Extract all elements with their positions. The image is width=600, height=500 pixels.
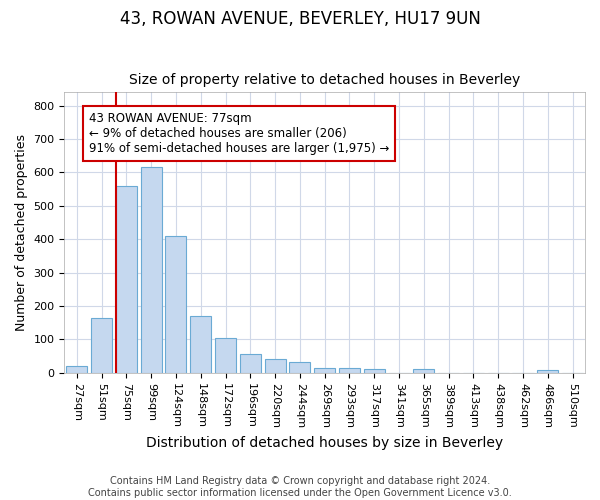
Bar — [116, 186, 137, 373]
Bar — [91, 318, 112, 373]
Bar — [537, 370, 559, 373]
Y-axis label: Number of detached properties: Number of detached properties — [15, 134, 28, 331]
Bar — [339, 368, 360, 373]
Bar — [215, 338, 236, 373]
Bar — [289, 362, 310, 373]
Bar — [166, 236, 187, 373]
Text: Contains HM Land Registry data © Crown copyright and database right 2024.
Contai: Contains HM Land Registry data © Crown c… — [88, 476, 512, 498]
Bar — [265, 359, 286, 373]
Bar — [190, 316, 211, 373]
Bar — [140, 168, 162, 373]
Text: 43 ROWAN AVENUE: 77sqm
← 9% of detached houses are smaller (206)
91% of semi-det: 43 ROWAN AVENUE: 77sqm ← 9% of detached … — [89, 112, 389, 156]
Text: 43, ROWAN AVENUE, BEVERLEY, HU17 9UN: 43, ROWAN AVENUE, BEVERLEY, HU17 9UN — [119, 10, 481, 28]
Title: Size of property relative to detached houses in Beverley: Size of property relative to detached ho… — [129, 73, 520, 87]
X-axis label: Distribution of detached houses by size in Beverley: Distribution of detached houses by size … — [146, 436, 503, 450]
Bar — [413, 370, 434, 373]
Bar — [364, 370, 385, 373]
Bar — [314, 368, 335, 373]
Bar — [66, 366, 88, 373]
Bar — [240, 354, 261, 373]
